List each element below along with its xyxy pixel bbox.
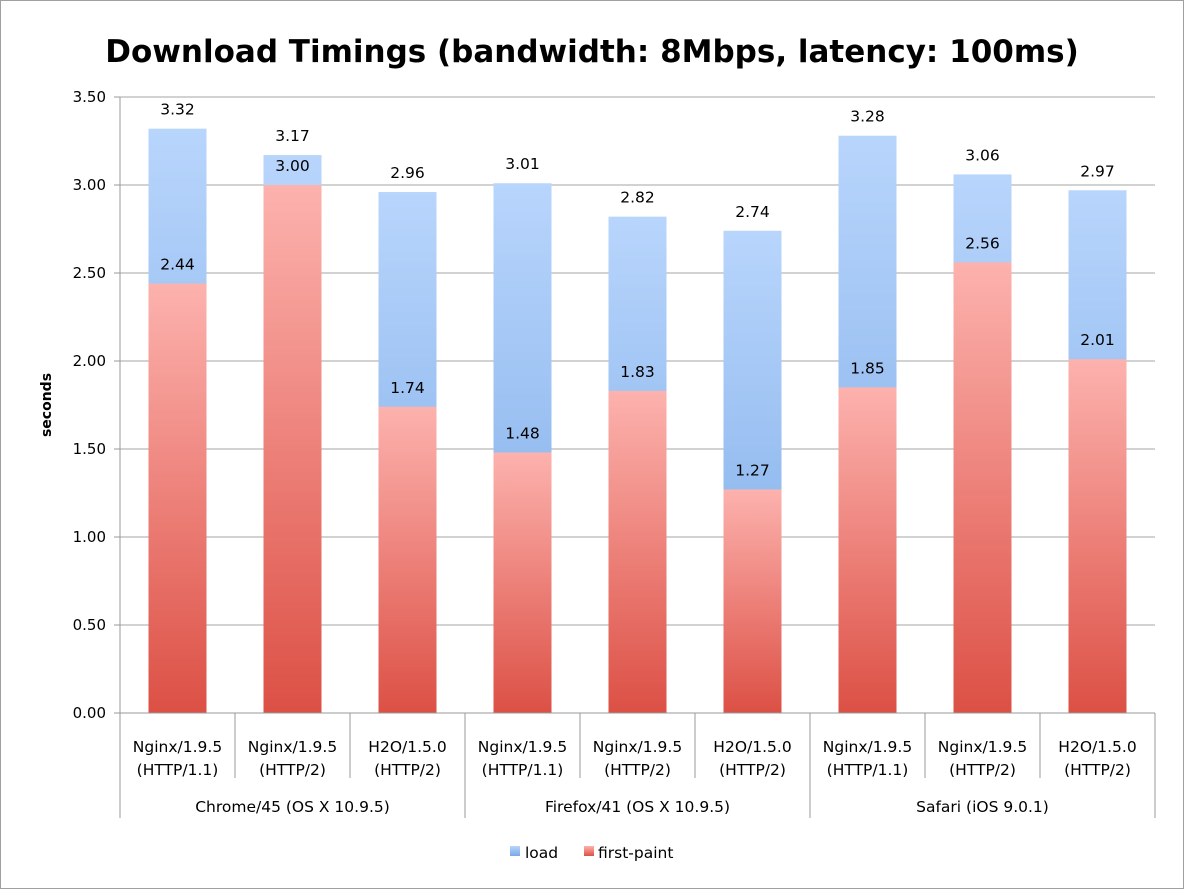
x-tick-label-protocol: (HTTP/2) — [374, 761, 441, 779]
x-tick-label-server: Nginx/1.9.5 — [133, 738, 222, 756]
x-tick-label-protocol: (HTTP/1.1) — [482, 761, 564, 779]
bar-first-paint — [953, 262, 1012, 713]
data-label-first-paint: 1.48 — [505, 425, 540, 443]
data-label-first-paint: 2.56 — [965, 234, 1000, 252]
x-tick-label-server: Nginx/1.9.5 — [248, 738, 337, 756]
y-tick-label: 2.00 — [73, 352, 106, 370]
bar-first-paint — [378, 406, 437, 713]
data-label-load: 3.32 — [160, 101, 195, 119]
y-tick-label: 0.50 — [73, 616, 106, 634]
x-tick-label-protocol: (HTTP/1.1) — [137, 761, 219, 779]
bar-first-paint — [493, 452, 552, 713]
x-tick-label-server: Nginx/1.9.5 — [478, 738, 567, 756]
x-tick-label-server: Nginx/1.9.5 — [593, 738, 682, 756]
x-group-label: Firefox/41 (OS X 10.9.5) — [545, 798, 730, 816]
data-label-load: 3.01 — [505, 155, 540, 173]
x-tick-label-protocol: (HTTP/2) — [604, 761, 671, 779]
data-label-first-paint: 1.74 — [390, 379, 425, 397]
bar-first-paint — [263, 185, 322, 713]
y-tick-label: 1.00 — [73, 528, 106, 546]
x-tick-label-protocol: (HTTP/1.1) — [827, 761, 909, 779]
legend: load first-paint — [510, 844, 673, 862]
data-label-first-paint: 1.83 — [620, 363, 655, 381]
x-tick-label-protocol: (HTTP/2) — [1064, 761, 1131, 779]
data-label-load: 2.82 — [620, 189, 655, 207]
bar-first-paint — [838, 387, 897, 713]
x-tick-label-server: H2O/1.5.0 — [713, 738, 791, 756]
y-tick-label: 3.50 — [73, 88, 106, 106]
x-group-label: Safari (iOS 9.0.1) — [916, 798, 1049, 816]
data-label-first-paint: 3.00 — [275, 157, 310, 175]
x-tick-label-server: Nginx/1.9.5 — [823, 738, 912, 756]
data-label-first-paint: 2.01 — [1080, 331, 1115, 349]
x-tick-label-protocol: (HTTP/2) — [719, 761, 786, 779]
bar-first-paint — [608, 390, 667, 713]
x-tick-label-server: H2O/1.5.0 — [1058, 738, 1136, 756]
data-label-first-paint: 1.27 — [735, 461, 770, 479]
data-label-load: 3.06 — [965, 146, 1000, 164]
legend-swatch-first-paint — [584, 846, 594, 856]
data-label-first-paint: 2.44 — [160, 256, 195, 274]
x-group-label: Chrome/45 (OS X 10.9.5) — [195, 798, 390, 816]
x-tick-label-protocol: (HTTP/2) — [949, 761, 1016, 779]
data-label-load: 2.96 — [390, 164, 425, 182]
x-tick-label-protocol: (HTTP/2) — [259, 761, 326, 779]
data-label-first-paint: 1.85 — [850, 359, 885, 377]
y-tick-label: 2.50 — [73, 264, 106, 282]
legend-label-load: load — [525, 844, 558, 862]
y-axis-label: seconds — [39, 373, 55, 437]
legend-swatch-load — [510, 846, 520, 856]
data-label-load: 3.28 — [850, 108, 885, 126]
bar-first-paint — [723, 489, 782, 713]
y-tick-label: 3.00 — [73, 176, 106, 194]
x-tick-label-server: Nginx/1.9.5 — [938, 738, 1027, 756]
chart-title: Download Timings (bandwidth: 8Mbps, late… — [105, 34, 1079, 70]
bar-first-paint — [1068, 359, 1127, 713]
legend-label-first-paint: first-paint — [598, 844, 673, 862]
data-label-load: 2.97 — [1080, 162, 1115, 180]
data-label-load: 2.74 — [735, 203, 770, 221]
x-tick-label-server: H2O/1.5.0 — [368, 738, 446, 756]
data-label-load: 3.17 — [275, 127, 310, 145]
bar-first-paint — [148, 283, 207, 713]
y-tick-label: 1.50 — [73, 440, 106, 458]
y-tick-label: 0.00 — [73, 704, 106, 722]
